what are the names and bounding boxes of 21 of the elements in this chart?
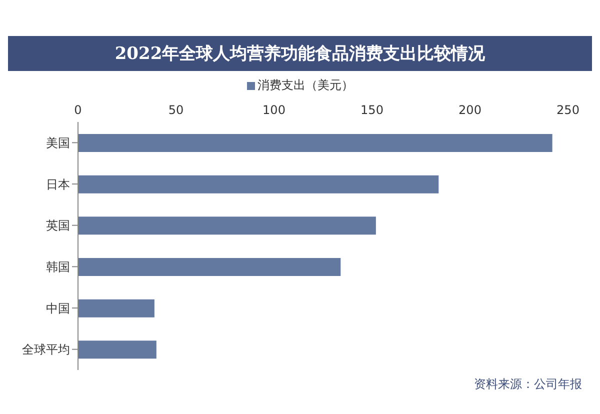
- y-tick-label: 韩国: [46, 260, 70, 274]
- x-tick-label: 150: [360, 103, 384, 117]
- x-tick-label: 50: [168, 103, 184, 117]
- bar: [78, 216, 376, 235]
- chart-title: 2022年全球人均营养功能食品消费支出比较情况: [8, 36, 592, 71]
- y-tick-label: 日本: [46, 177, 70, 192]
- bar: [78, 134, 552, 152]
- x-tick-label: 100: [262, 103, 286, 117]
- x-tick-label: 0: [74, 103, 82, 117]
- text: 资料来源：公司年报: [474, 376, 582, 392]
- bar: [78, 175, 439, 194]
- legend-label: 消费支出（美元）: [256, 77, 354, 94]
- bar: [78, 299, 154, 318]
- y-tick-label: 全球平均: [22, 342, 70, 357]
- bar: [78, 258, 341, 276]
- y-tick-label: 中国: [46, 301, 70, 316]
- y-tick-label: 英国: [46, 218, 70, 233]
- y-tick-label: 美国: [46, 136, 70, 150]
- x-tick-label: 200: [458, 103, 482, 117]
- bar: [78, 340, 156, 359]
- x-tick-label: 250: [556, 103, 580, 117]
